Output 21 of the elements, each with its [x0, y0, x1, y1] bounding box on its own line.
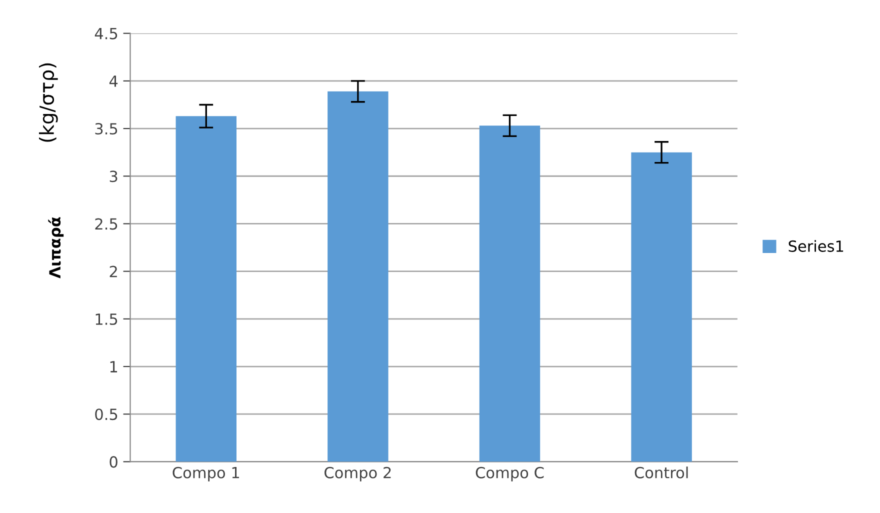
y-tick-label: 3.5 — [95, 123, 118, 135]
x-tick-label: Compo 1 — [172, 466, 239, 482]
y-tick-label: 2.5 — [95, 218, 118, 230]
y-tick-label: 1 — [110, 361, 118, 372]
bar — [479, 126, 540, 462]
x-tick-label: Control — [634, 466, 688, 478]
text: (kg/στρ) — [38, 63, 58, 142]
bar — [631, 152, 692, 462]
y-tick-label: 0.5 — [95, 408, 118, 420]
y-tick-label: 4 — [109, 76, 118, 87]
y-tick-label: 1.5 — [96, 314, 118, 325]
y-axis-title: Λιπαρά — [48, 217, 64, 278]
bar — [176, 116, 236, 462]
y-tick-label: 4.5 — [94, 28, 118, 40]
legend-label: Series1 — [788, 240, 844, 252]
x-tick-label: Compo C — [476, 466, 544, 482]
y-tick-label: 0 — [110, 456, 118, 468]
y-tick-label: 2 — [110, 266, 117, 278]
y-tick-label: 3 — [110, 170, 118, 182]
x-tick-label: Compo 2 — [324, 466, 391, 482]
bar — [328, 91, 388, 462]
